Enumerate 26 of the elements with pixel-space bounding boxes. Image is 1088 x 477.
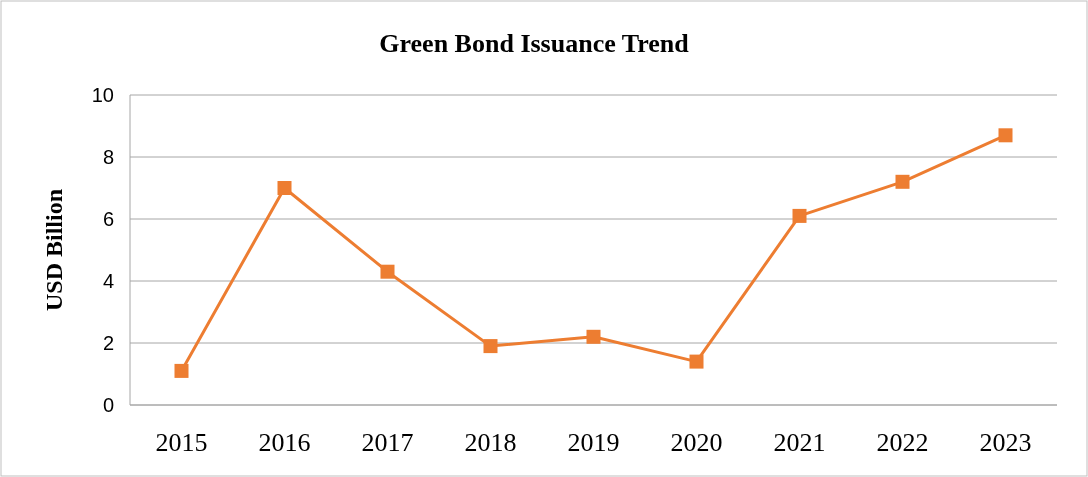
point [895,174,910,189]
y-tick-label: 10 [91,84,114,106]
point [586,329,601,344]
y-axis-title: USD Billion [41,188,67,312]
x-tick-label: 2019 [567,428,620,457]
x-tick-label: 2020 [670,428,723,457]
y-tick-label: 6 [102,208,114,230]
point [174,363,189,378]
point [792,208,807,223]
point [483,339,498,354]
x-tick-label: 2015 [155,428,208,457]
x-tick-label: 2022 [876,428,929,457]
y-tick-label: 8 [102,146,114,168]
point [277,181,292,195]
point [380,264,395,279]
x-tick-label: 2018 [464,428,517,457]
y-tick-label: 2 [102,332,114,354]
point [689,354,704,369]
y-tick-label: 4 [102,270,114,292]
x-tick-label: 2016 [258,428,311,457]
y-tick-label: 0 [102,394,114,416]
x-tick-label: 2021 [773,428,826,457]
chart-title: Green Bond Issuance Trend [379,29,690,58]
x-tick-label: 2023 [979,428,1032,457]
x-tick-label: 2017 [361,428,414,457]
point [998,128,1013,143]
